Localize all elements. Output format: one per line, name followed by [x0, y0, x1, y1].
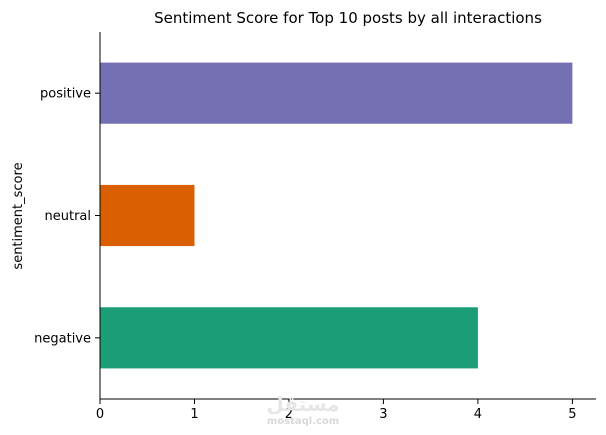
bars-group [100, 62, 573, 369]
watermark: مستقل mostaql.com [266, 392, 339, 427]
watermark-site: mostaql.com [267, 416, 339, 427]
x-tick-label-2: 2 [285, 407, 293, 422]
x-tick-label-1: 1 [190, 407, 198, 422]
chart-title: Sentiment Score for Top 10 posts by all … [154, 9, 542, 27]
bar-neutral [100, 184, 195, 247]
x-tick-label-3: 3 [379, 407, 387, 422]
x-ticks-group: 0 1 2 3 4 5 [96, 399, 577, 422]
y-tick-label-negative: negative [34, 331, 91, 346]
y-ticks-group: negative neutral positive [34, 87, 100, 346]
y-tick-label-positive: positive [40, 87, 91, 102]
y-tick-label-neutral: neutral [45, 209, 92, 224]
bar-positive [100, 62, 573, 124]
y-axis-label: sentiment_score [11, 162, 26, 269]
watermark-logo: مستقل [266, 392, 339, 416]
x-tick-label-0: 0 [96, 407, 104, 422]
x-tick-label-5: 5 [568, 407, 576, 422]
bar-negative [100, 307, 478, 369]
x-tick-label-4: 4 [474, 407, 482, 422]
